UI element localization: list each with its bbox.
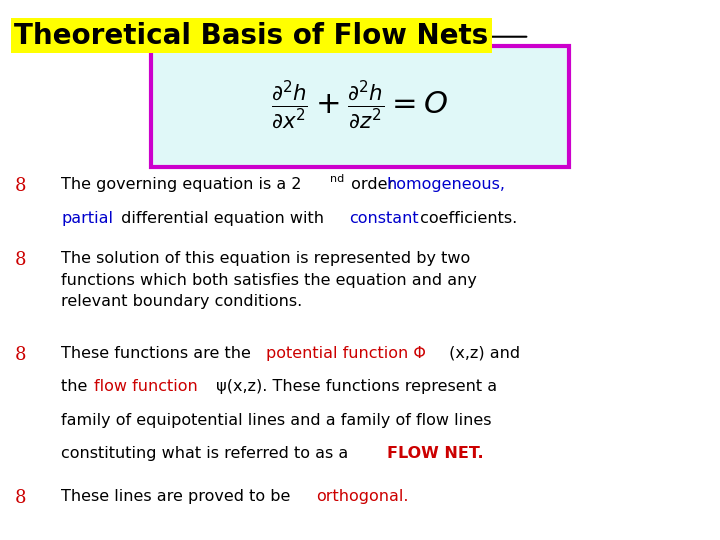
Text: order: order: [346, 177, 400, 192]
Text: Theoretical Basis of Flow Nets: Theoretical Basis of Flow Nets: [14, 22, 489, 50]
Text: flow function: flow function: [94, 379, 198, 394]
Text: 8: 8: [14, 489, 26, 507]
Text: ψ(x,z). These functions represent a: ψ(x,z). These functions represent a: [211, 379, 497, 394]
Text: differential equation with: differential equation with: [116, 211, 329, 226]
Text: (x,z) and: (x,z) and: [444, 346, 521, 361]
Text: The solution of this equation is represented by two
functions which both satisfi: The solution of this equation is represe…: [61, 251, 477, 309]
Text: the: the: [61, 379, 93, 394]
Text: 8: 8: [14, 251, 26, 269]
Text: constituting what is referred to as a: constituting what is referred to as a: [61, 446, 354, 461]
Text: potential function Φ: potential function Φ: [266, 346, 426, 361]
Text: nd: nd: [330, 174, 344, 184]
Text: $\frac{\partial^2 h}{\partial x^2} + \frac{\partial^2 h}{\partial z^2} = O$: $\frac{\partial^2 h}{\partial x^2} + \fr…: [271, 78, 449, 132]
Text: coefficients.: coefficients.: [415, 211, 518, 226]
Text: constant: constant: [349, 211, 419, 226]
Text: orthogonal.: orthogonal.: [316, 489, 408, 504]
Text: These lines are proved to be: These lines are proved to be: [61, 489, 296, 504]
Text: FLOW NET.: FLOW NET.: [387, 446, 484, 461]
Text: 8: 8: [14, 177, 26, 195]
Text: family of equipotential lines and a family of flow lines: family of equipotential lines and a fami…: [61, 413, 492, 428]
Text: homogeneous,: homogeneous,: [387, 177, 505, 192]
Text: 8: 8: [14, 346, 26, 363]
Text: partial: partial: [61, 211, 113, 226]
FancyBboxPatch shape: [151, 46, 569, 167]
Text: The governing equation is a 2: The governing equation is a 2: [61, 177, 302, 192]
Text: These functions are the: These functions are the: [61, 346, 256, 361]
